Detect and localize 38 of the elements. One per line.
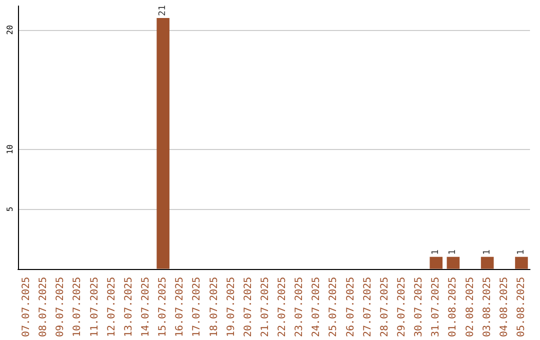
x-tick-label: 04.08.2025 [498, 276, 510, 338]
x-tick-label: 28.07.2025 [379, 276, 390, 338]
x-tick-label: 09.07.2025 [55, 276, 66, 338]
x-tick-label: 31.07.2025 [430, 276, 442, 338]
y-tick-label: 10 [6, 144, 14, 154]
data-label: 1 [516, 249, 526, 255]
x-tick-label: 30.07.2025 [414, 276, 425, 338]
x-tick-label: 17.07.2025 [192, 276, 203, 338]
x-tick-label: 26.07.2025 [345, 276, 356, 338]
x-tick-label: 10.07.2025 [72, 276, 84, 338]
x-tick-label: 19.07.2025 [226, 276, 237, 338]
x-tick-label: 14.07.2025 [140, 276, 152, 338]
x-tick-label: 21.07.2025 [260, 276, 271, 338]
x-tick-label: 18.07.2025 [208, 276, 220, 338]
x-tick-label: 29.07.2025 [396, 276, 408, 338]
x-tick-label: 11.07.2025 [89, 276, 100, 338]
data-label: 1 [431, 249, 442, 255]
x-tick-label: 15.07.2025 [158, 276, 169, 338]
x-tick-label: 23.07.2025 [294, 276, 306, 338]
data-label: 1 [482, 249, 492, 255]
x-tick-label: 27.07.2025 [362, 276, 374, 338]
data-label: 21 [158, 5, 168, 16]
x-tick-label: 24.07.2025 [311, 276, 322, 338]
x-tick-label: 08.07.2025 [38, 276, 50, 338]
y-tick-label: 20 [6, 24, 14, 35]
x-tick-label: 25.07.2025 [328, 276, 340, 338]
x-tick-label: 07.07.2025 [21, 276, 32, 338]
x-tick-label: 05.08.2025 [516, 276, 527, 338]
x-tick-label: 02.08.2025 [464, 276, 476, 338]
y-tick-label: 5 [6, 206, 14, 212]
x-tick-label: 01.08.2025 [448, 276, 459, 338]
x-tick-label: 13.07.2025 [123, 276, 134, 338]
data-label: 1 [448, 249, 458, 255]
x-tick-label: 22.07.2025 [277, 276, 288, 338]
x-tick-label: 03.08.2025 [482, 276, 493, 338]
x-tick-label: 12.07.2025 [106, 276, 118, 338]
x-tick-label: 20.07.2025 [242, 276, 254, 338]
x-tick-label: 16.07.2025 [174, 276, 186, 338]
